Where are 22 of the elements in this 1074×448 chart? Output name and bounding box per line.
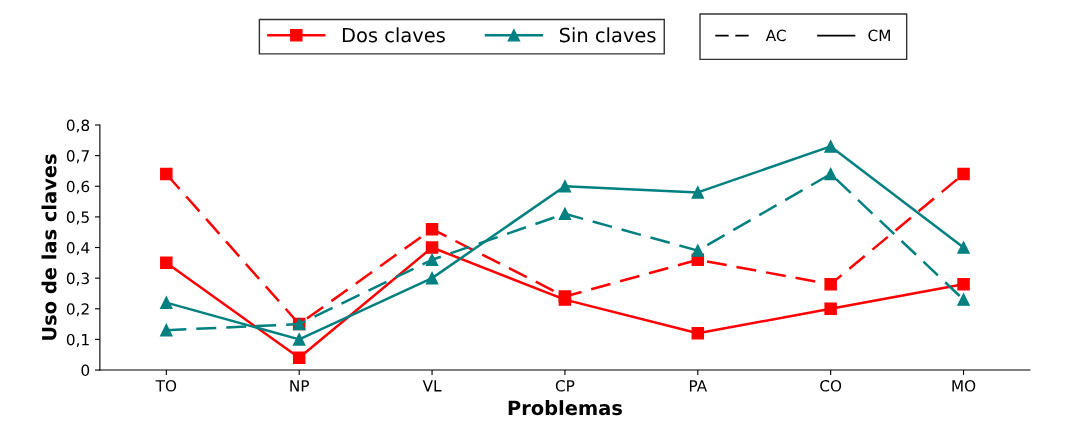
- y-tick-label: 0,1: [66, 333, 89, 347]
- x-tick-label: NP: [290, 380, 309, 392]
- y-tick-label: 0,8: [66, 119, 90, 133]
- legend-label: Sin claves: [559, 27, 656, 43]
- y-tick-label: 0: [81, 364, 90, 377]
- x-tick-label: TO: [155, 380, 177, 392]
- x-tick-label: CO: [820, 380, 842, 392]
- y-tick-label: 0,6: [66, 180, 90, 194]
- x-tick-label: MO: [952, 380, 976, 392]
- legend-label: Dos claves: [342, 27, 445, 43]
- text: AC: [765, 29, 786, 42]
- x-axis-title: Problemas: [508, 400, 622, 416]
- y-tick-label: 0,2: [66, 303, 89, 317]
- y-tick-label: 0,4: [66, 241, 90, 256]
- x-tick-label: VL: [422, 380, 442, 392]
- y-tick-label: 0,3: [66, 272, 89, 286]
- x-tick-label: PA: [689, 380, 708, 392]
- text: CM: [868, 29, 890, 42]
- y-tick-label: 0,7: [66, 150, 89, 164]
- x-tick-label: CP: [555, 380, 575, 392]
- y-tick-label: 0,5: [66, 211, 89, 225]
- y-axis-title: Uso de las claves: [41, 154, 57, 340]
